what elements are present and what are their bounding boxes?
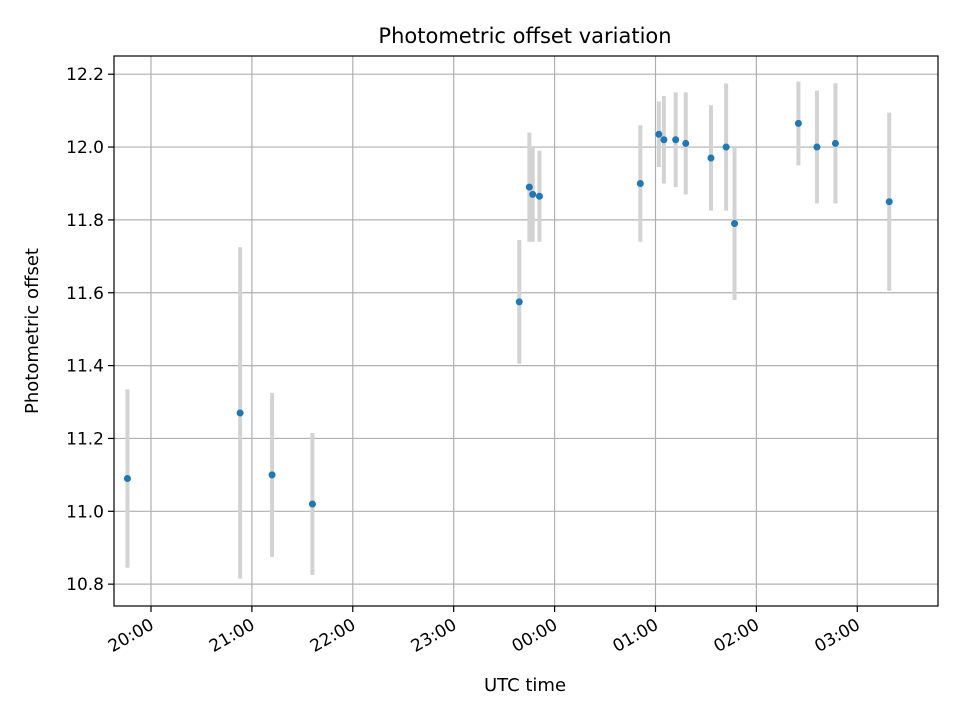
data-point [731, 220, 739, 228]
data-point [672, 136, 680, 144]
data-points [123, 119, 893, 508]
data-point [660, 136, 668, 144]
data-point [236, 409, 244, 417]
plot-frame [113, 55, 939, 607]
data-point [123, 475, 131, 483]
data-point [794, 119, 802, 127]
y-tick-label: 11.8 [66, 211, 104, 231]
y-tick-label: 12.2 [66, 65, 104, 85]
data-point [636, 179, 644, 187]
y-tick-label: 11.6 [66, 284, 104, 304]
x-tick-label: 22:00 [307, 615, 359, 657]
data-point [268, 471, 276, 479]
data-point [515, 298, 523, 306]
x-axis-label: UTC time [484, 675, 566, 696]
x-axis: 20:00 21:00 22:00 23:00 00:00 01:00 02:00 03:00 [105, 606, 864, 657]
x-tick-label: 23:00 [408, 615, 460, 657]
data-point [525, 183, 533, 191]
data-point [813, 143, 821, 151]
error-bars [125, 81, 892, 579]
data-point [885, 198, 893, 206]
x-tick-label: 20:00 [105, 615, 157, 657]
y-tick-label: 11.2 [66, 429, 104, 449]
data-point [308, 500, 316, 508]
x-tick-label: 00:00 [509, 615, 561, 657]
y-tick-label: 11.4 [66, 357, 104, 377]
y-tick-label: 10.8 [66, 575, 104, 595]
x-tick-label: 21:00 [206, 615, 258, 657]
y-axis-label: Photometric offset [22, 248, 43, 414]
y-tick-label: 11.0 [66, 502, 104, 522]
x-tick-label: 03:00 [811, 615, 863, 657]
x-tick-label: 02:00 [710, 615, 762, 657]
data-point [831, 139, 839, 147]
data-point [682, 139, 690, 147]
data-point [722, 143, 730, 151]
chart-title: Photometric offset variation [378, 24, 671, 48]
data-point [707, 154, 715, 162]
y-tick-label: 12.0 [66, 138, 104, 158]
x-tick-label: 01:00 [610, 615, 662, 657]
y-axis: 10.8 11.0 11.2 11.4 11.6 11.8 12.0 12.2 [66, 65, 114, 595]
grid [114, 56, 938, 606]
data-point [529, 190, 537, 198]
data-point [655, 130, 663, 138]
data-point [535, 192, 543, 200]
